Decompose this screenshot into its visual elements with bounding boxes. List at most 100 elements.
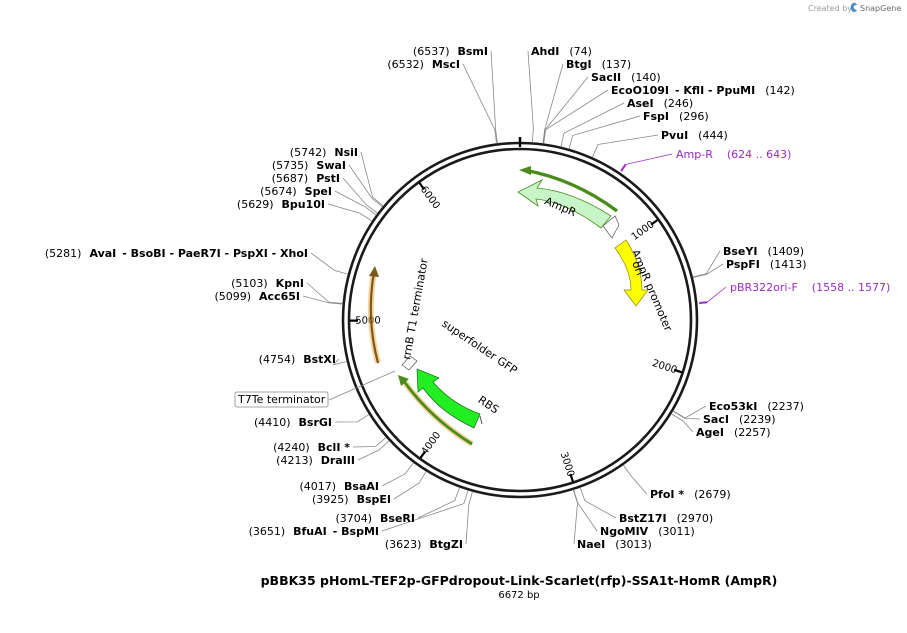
site-leader (542, 63, 564, 144)
site-leader (692, 250, 721, 278)
tick-label: 1000 (630, 219, 657, 243)
primer-mark (699, 301, 708, 304)
site-leader (352, 436, 387, 448)
tick-label: 3000 (558, 451, 576, 479)
site-nsii: (5742) NsiI (290, 146, 384, 207)
site-bstz17i: BstZ17I (2970) (579, 487, 713, 525)
site-leader (572, 489, 578, 545)
site-leader (591, 134, 659, 158)
site-leader (527, 50, 534, 143)
site-name: AgeI (2257) (696, 426, 771, 439)
label-rrnb-terminator: rrnB T1 terminator (400, 257, 431, 361)
site-leader (579, 487, 617, 519)
site-kpni: (5103) KpnI (231, 277, 343, 304)
site-leader (671, 413, 694, 433)
site-pvui: PvuI (444) (591, 129, 728, 158)
site-bcli: (4240) BclI * (273, 436, 387, 454)
site-pfoi: PfoI * (2679) (622, 464, 731, 501)
site-bfuai: (3651) BfuAI - BspMI (249, 490, 469, 538)
site-leader (568, 115, 641, 149)
site-leader (490, 50, 498, 144)
site-leader (306, 282, 343, 304)
site-leader (672, 405, 707, 419)
primer-leader (625, 153, 673, 165)
site-leader (334, 190, 377, 216)
site-leader (327, 203, 373, 222)
site-bpu10i: (5629) Bpu10I (237, 198, 373, 222)
site-name: AseI (246) (627, 97, 693, 110)
tick-group: 1000 2000 3000 4000 5000 6000 (349, 182, 683, 482)
site-leader (332, 358, 348, 366)
primer-label: Amp-R (624 .. 643) (676, 148, 791, 161)
site-name: PspFI (1413) (726, 258, 806, 271)
site-name: Eco53kI (2237) (709, 400, 804, 413)
site-btgi: BtgI (137) (542, 58, 631, 144)
site-name: BseYI (1409) (723, 245, 804, 258)
tick-label: 4000 (420, 430, 444, 457)
site-name: (3704) BseRI (335, 512, 415, 525)
site-fspi: FspI (296) (568, 110, 709, 149)
snapgene-logo-icon (850, 2, 857, 13)
site-name: (5281) AvaI - BsoBI - PaeR7I - PspXI - Xho… (45, 247, 308, 260)
site-leader (360, 151, 384, 207)
site-name: (5687) PstI (272, 172, 340, 185)
backbone-outer (341, 141, 699, 499)
site-leader (310, 252, 349, 275)
feature-rrnb-terminator: rrnB T1 terminator (400, 257, 431, 371)
primer-group: Amp-R (624 .. 643) pBR322ori-F (1558 .. 157… (620, 148, 890, 304)
tick-mark (569, 473, 574, 482)
feature-rbs: RBS (476, 393, 501, 425)
site-pspfi: PspFI (1413) (692, 258, 806, 279)
site-name: (5103) KpnI (231, 277, 304, 290)
site-bsaai: (4017) BsaAI (299, 462, 414, 493)
site-msci: (6532) MscI (387, 58, 497, 144)
feature-ori: ori (614, 239, 649, 307)
site-bseyi: BseYI (1409) (692, 245, 804, 278)
tick-mark (419, 450, 427, 459)
site-name: AhdI (74) (531, 45, 592, 58)
site-bspei: (3925) BspEI (312, 471, 427, 506)
site-name: BstZ17I (2970) (619, 512, 713, 525)
site-avai: (5281) AvaI - BsoBI - PaeR7I - PspXI - Xho… (45, 247, 349, 275)
site-ngomiv: NgoMIV (3011) (573, 489, 695, 538)
watermark-prefix: Created by (808, 4, 852, 13)
site-draiii: (4213) DraIII (276, 440, 390, 467)
site-leader (302, 295, 343, 305)
primer-mark (620, 163, 627, 172)
label-ori: ori (629, 259, 647, 277)
site-name: (5735) SwaI (272, 159, 346, 172)
site-name: BtgI (137) (566, 58, 631, 71)
site-leader (348, 164, 383, 208)
label-gfp: superfolder GFP (439, 317, 519, 377)
site-bseri: (3704) BseRI (335, 487, 460, 525)
site-leader (692, 263, 724, 279)
site-name: (5099) Acc65I (214, 290, 300, 303)
site-saci: SacI (2239) (672, 410, 776, 426)
feature-t7te-terminator (367, 266, 381, 364)
tick-mark (418, 182, 426, 191)
tick-mark (673, 368, 683, 374)
site-name: FspI (296) (643, 110, 709, 123)
site-name: (4213) DraIII (276, 454, 355, 467)
site-name: (6537) BsmI (413, 45, 488, 58)
plasmid-title: pBBK35 pHomL-TEF2p-GFPdropout-Link-Scarl… (261, 573, 778, 588)
watermark-brand: SnapGene (860, 4, 901, 13)
site-leader (381, 490, 469, 532)
primer-label: pBR322ori-F (1558 .. 1577) (730, 281, 890, 294)
site-name: (5674) SpeI (260, 185, 332, 198)
site-name: (4017) BsaAI (299, 480, 379, 493)
site-name: PfoI * (2679) (650, 488, 731, 501)
site-name: (4410) BsrGI (254, 416, 332, 429)
site-leader (465, 491, 473, 545)
site-name: SacII (140) (591, 71, 661, 84)
site-name: (3925) BspEI (312, 493, 391, 506)
site-leader (393, 471, 427, 500)
site-name: (6532) MscI (387, 58, 460, 71)
plasmid-size: 6672 bp (498, 590, 539, 601)
site-leader (381, 462, 414, 487)
site-naei: NaeI (3013) (572, 489, 652, 551)
site-name: NaeI (3013) (577, 538, 652, 551)
site-asei: AseI (246) (560, 97, 693, 147)
site-leader (560, 102, 625, 147)
site-agei: AgeI (2257) (671, 413, 771, 439)
